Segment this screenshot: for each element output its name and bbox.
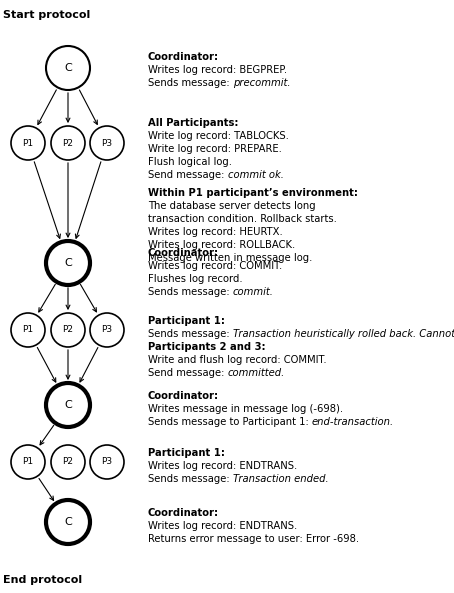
Text: end-transaction.: end-transaction. bbox=[312, 417, 394, 427]
Text: Flush logical log.: Flush logical log. bbox=[148, 157, 232, 167]
Text: P3: P3 bbox=[101, 458, 113, 467]
Ellipse shape bbox=[46, 500, 90, 544]
Text: Flushes log record.: Flushes log record. bbox=[148, 274, 242, 284]
Text: Sends message:: Sends message: bbox=[148, 329, 233, 339]
Ellipse shape bbox=[11, 313, 45, 347]
Text: All Participants:: All Participants: bbox=[148, 118, 238, 128]
Text: Start protocol: Start protocol bbox=[3, 10, 90, 20]
Text: Send message:: Send message: bbox=[148, 368, 227, 378]
Text: Coordinator:: Coordinator: bbox=[148, 52, 219, 62]
Text: P3: P3 bbox=[101, 139, 113, 148]
Text: Writes log record: BEGPREP.: Writes log record: BEGPREP. bbox=[148, 65, 287, 75]
Ellipse shape bbox=[90, 313, 124, 347]
Text: Returns error message to user: Error -698.: Returns error message to user: Error -69… bbox=[148, 534, 359, 544]
Text: Writes log record: HEURTX.: Writes log record: HEURTX. bbox=[148, 227, 283, 237]
Text: Sends message to Participant 1:: Sends message to Participant 1: bbox=[148, 417, 312, 427]
Text: Participant 1:: Participant 1: bbox=[148, 448, 225, 458]
Text: C: C bbox=[64, 63, 72, 73]
Ellipse shape bbox=[90, 126, 124, 160]
Text: Write and flush log record: COMMIT.: Write and flush log record: COMMIT. bbox=[148, 355, 326, 365]
Text: P2: P2 bbox=[63, 326, 74, 334]
Text: Coordinator:: Coordinator: bbox=[148, 248, 219, 258]
Text: Writes message in message log (-698).: Writes message in message log (-698). bbox=[148, 404, 343, 414]
Text: Sends message:: Sends message: bbox=[148, 474, 233, 484]
Text: commit.: commit. bbox=[233, 287, 274, 297]
Ellipse shape bbox=[46, 383, 90, 427]
Text: Writes log record: ENDTRANS.: Writes log record: ENDTRANS. bbox=[148, 461, 297, 471]
Text: commit ok.: commit ok. bbox=[227, 170, 283, 180]
Ellipse shape bbox=[90, 445, 124, 479]
Text: Coordinator:: Coordinator: bbox=[148, 391, 219, 401]
Text: P2: P2 bbox=[63, 458, 74, 467]
Text: Writes log record: COMMIT.: Writes log record: COMMIT. bbox=[148, 261, 282, 271]
Text: Sends message:: Sends message: bbox=[148, 287, 233, 297]
Text: Participant 1:: Participant 1: bbox=[148, 316, 225, 326]
Ellipse shape bbox=[11, 126, 45, 160]
Ellipse shape bbox=[46, 241, 90, 285]
Text: Sends message:: Sends message: bbox=[148, 78, 233, 88]
Text: Message written in message log.: Message written in message log. bbox=[148, 253, 312, 263]
Text: C: C bbox=[64, 258, 72, 268]
Text: The database server detects long: The database server detects long bbox=[148, 201, 316, 211]
Text: Transaction heuristically rolled back. Cannot commit.: Transaction heuristically rolled back. C… bbox=[233, 329, 454, 339]
Text: P1: P1 bbox=[22, 458, 34, 467]
Text: committed.: committed. bbox=[227, 368, 285, 378]
Ellipse shape bbox=[51, 313, 85, 347]
Ellipse shape bbox=[46, 46, 90, 90]
Ellipse shape bbox=[51, 126, 85, 160]
Text: Write log record: TABLOCKS.: Write log record: TABLOCKS. bbox=[148, 131, 289, 141]
Text: Write log record: PREPARE.: Write log record: PREPARE. bbox=[148, 144, 282, 154]
Text: Writes log record: ROLLBACK.: Writes log record: ROLLBACK. bbox=[148, 240, 295, 250]
Text: Writes log record: ENDTRANS.: Writes log record: ENDTRANS. bbox=[148, 521, 297, 531]
Text: C: C bbox=[64, 400, 72, 410]
Text: P1: P1 bbox=[22, 326, 34, 334]
Text: End protocol: End protocol bbox=[3, 575, 82, 585]
Text: transaction condition. Rollback starts.: transaction condition. Rollback starts. bbox=[148, 214, 337, 224]
Text: P3: P3 bbox=[101, 326, 113, 334]
Text: P1: P1 bbox=[22, 139, 34, 148]
Text: Participants 2 and 3:: Participants 2 and 3: bbox=[148, 342, 266, 352]
Text: Transaction ended.: Transaction ended. bbox=[233, 474, 328, 484]
Ellipse shape bbox=[51, 445, 85, 479]
Text: Coordinator:: Coordinator: bbox=[148, 508, 219, 518]
Text: Within P1 participant’s environment:: Within P1 participant’s environment: bbox=[148, 188, 358, 198]
Text: precommit.: precommit. bbox=[233, 78, 290, 88]
Ellipse shape bbox=[11, 445, 45, 479]
Text: P2: P2 bbox=[63, 139, 74, 148]
Text: Send message:: Send message: bbox=[148, 170, 227, 180]
Text: C: C bbox=[64, 517, 72, 527]
